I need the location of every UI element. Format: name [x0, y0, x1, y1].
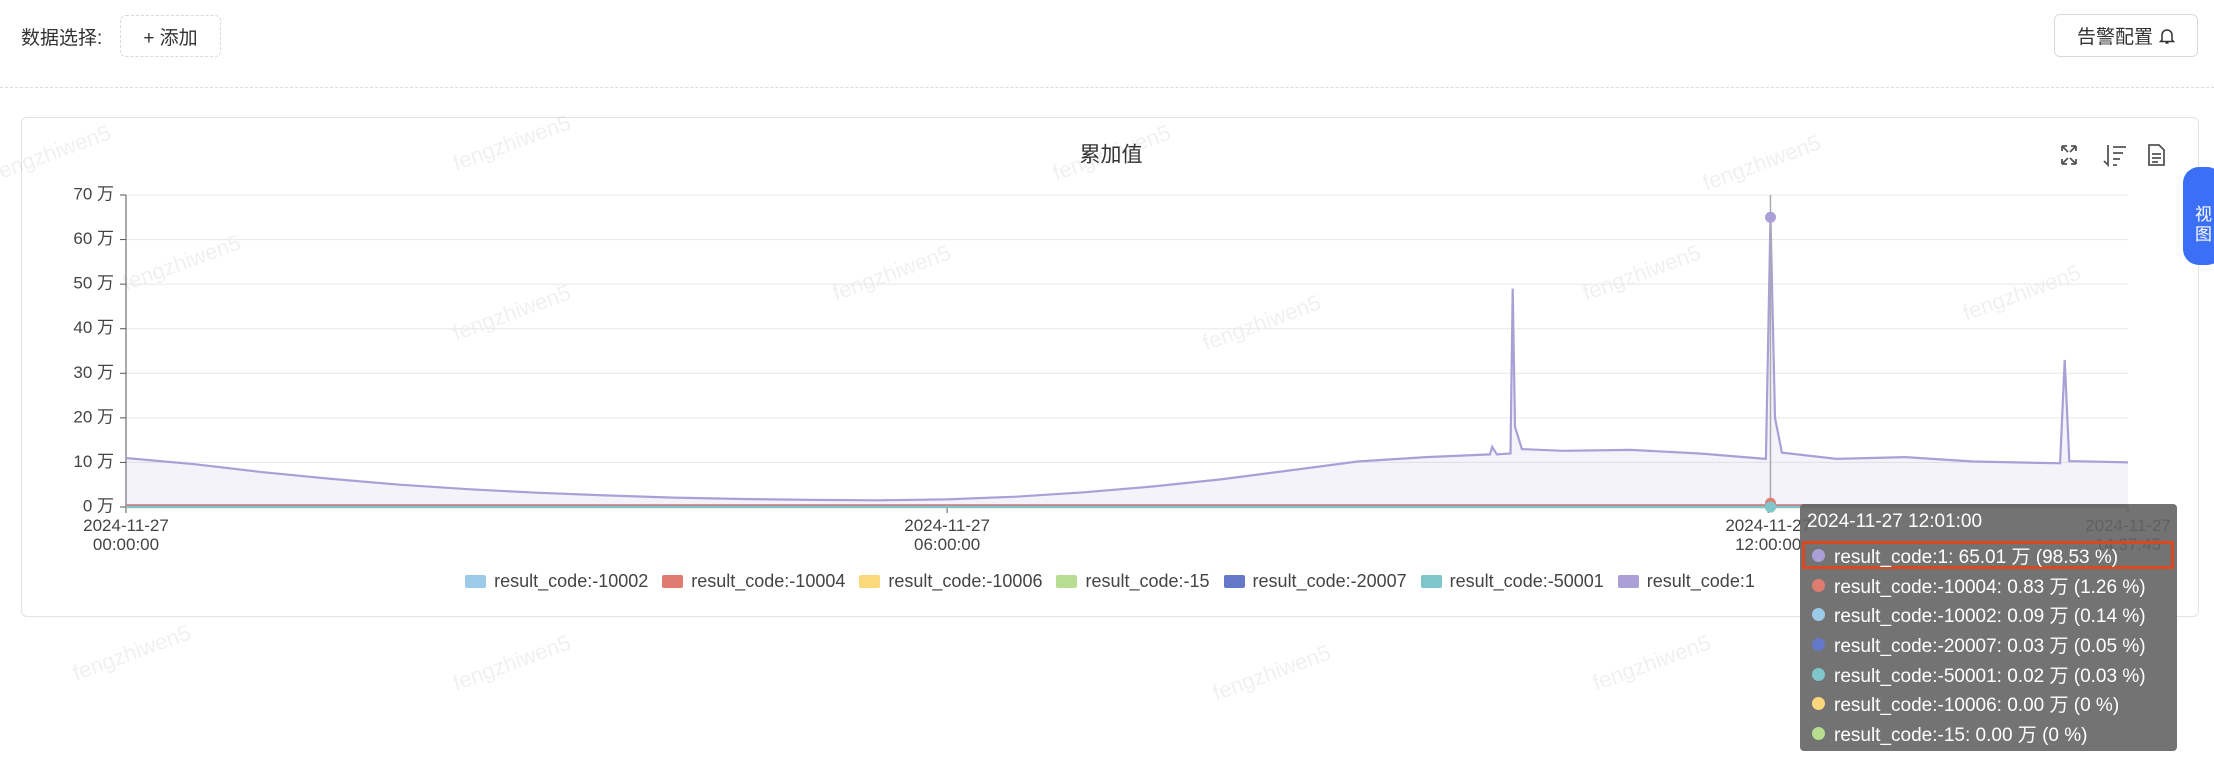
legend-item: result_code:-20007 [1223, 571, 1407, 592]
y-tick-label: 20 万 [73, 407, 114, 426]
line [125, 217, 2129, 502]
tooltip: 2024-11-27 12:01:00 result_code:1: 65.01… [1800, 504, 2177, 751]
document-icon[interactable] [2148, 144, 2165, 166]
tooltip-dot [1812, 667, 1825, 681]
legend-label: result_code:-10006 [888, 571, 1043, 591]
hover-dot [1764, 211, 1776, 223]
tooltip-text: result_code:-50001: 0.02 万 (0.03 %) [1834, 665, 2146, 687]
tooltip-dot [1812, 697, 1825, 711]
tooltip-dot [1812, 578, 1825, 592]
tooltip-item: result_code:1: 65.01 万 (98.53 %) [1812, 542, 2118, 570]
tooltip-item: result_code:-20007: 0.03 万 (0.05 %) [1812, 630, 2146, 658]
legend-swatch [1420, 575, 1442, 588]
side-tab-text: 视图 [2195, 205, 2212, 244]
legend-swatch [1617, 575, 1639, 588]
legend-swatch [1223, 575, 1245, 588]
x-tick-label: 2024-11-27 06:00:00 [904, 516, 990, 554]
bell-icon [2159, 28, 2175, 44]
legend-label: result_code:1 [1646, 571, 1755, 591]
sort-icon[interactable] [2103, 145, 2126, 168]
y-tick-label: 70 万 [73, 184, 114, 203]
y-tick-label: 10 万 [73, 452, 114, 471]
legend-swatch [465, 575, 487, 588]
tooltip-item: result_code:-50001: 0.02 万 (0.03 %) [1812, 660, 2146, 688]
hover-dot [1764, 501, 1776, 513]
legend-swatch [859, 575, 881, 588]
legend-swatch [1056, 575, 1078, 588]
tooltip-text: result_code:1: 65.01 万 (98.53 %) [1834, 547, 2119, 569]
legend-item: result_code:-10006 [859, 571, 1042, 592]
legend-label: result_code:-10004 [691, 571, 846, 591]
tooltip-dot [1812, 608, 1825, 622]
tooltip-text: result_code:-20007: 0.03 万 (0.05 %) [1834, 635, 2146, 657]
legend-label: result_code:-50001 [1449, 571, 1604, 591]
legend-item: result_code:1 [1617, 571, 1755, 592]
tooltip-text: result_code:-10004: 0.83 万 (1.26 %) [1834, 576, 2146, 598]
tooltip-item: result_code:-10002: 0.09 万 (0.14 %) [1812, 601, 2146, 629]
legend-item: result_code:-10002 [465, 571, 648, 592]
tooltip-item: result_code:-15: 0.00 万 (0 %) [1812, 719, 2087, 747]
legend-label: result_code:-20007 [1252, 571, 1407, 591]
tooltip-dot [1812, 726, 1825, 740]
legend-item: result_code:-50001 [1420, 571, 1604, 592]
y-tick-label: 50 万 [73, 274, 114, 293]
alarm-button-text: 告警配置 [2076, 27, 2153, 48]
fullscreen-icon[interactable] [2061, 145, 2077, 165]
y-tick-label: 60 万 [73, 229, 114, 248]
legend-swatch [662, 575, 684, 588]
tooltip-text: result_code:-10006: 0.00 万 (0 %) [1834, 695, 2120, 717]
tooltip-item: result_code:-10004: 0.83 万 (1.26 %) [1812, 571, 2146, 599]
tooltip-text: result_code:-15: 0.00 万 (0 %) [1834, 724, 2088, 746]
legend-label: result_code:-10002 [494, 571, 649, 591]
data-select-label: 数据选择: [21, 28, 103, 49]
side-tab[interactable] [2183, 167, 2214, 265]
tooltip-item: result_code:-10006: 0.00 万 (0 %) [1812, 690, 2119, 718]
divider [0, 87, 2214, 88]
x-tick-label: 2024-11-27 12:00:00 [1725, 516, 1812, 554]
y-tick-label: 30 万 [73, 363, 114, 382]
tooltip-highlight [1802, 541, 2174, 569]
legend: result_code:-10002 result_code:-10004 resu… [21, 571, 2199, 592]
alarm-button[interactable]: 告警配置 [2054, 14, 2198, 57]
tooltip-dot [1812, 549, 1825, 563]
tooltip-title: 2024-11-27 12:01:00 [1807, 511, 1983, 532]
chart-card [21, 117, 2199, 617]
x-tick-label: 2024-11-27 00:00:00 [83, 516, 169, 554]
y-tick-label: 0 万 [83, 496, 114, 515]
add-button[interactable]: + 添加 [120, 15, 221, 57]
area [126, 217, 2128, 507]
tooltip-dot [1812, 637, 1825, 651]
legend-label: result_code:-15 [1085, 571, 1210, 591]
tooltip-text: result_code:-10002: 0.09 万 (0.14 %) [1834, 606, 2146, 628]
legend-item: result_code:-15 [1056, 571, 1210, 592]
chart-title: 累加值 [1080, 144, 1143, 167]
y-tick-label: 40 万 [73, 318, 114, 337]
legend-item: result_code:-10004 [662, 571, 845, 592]
